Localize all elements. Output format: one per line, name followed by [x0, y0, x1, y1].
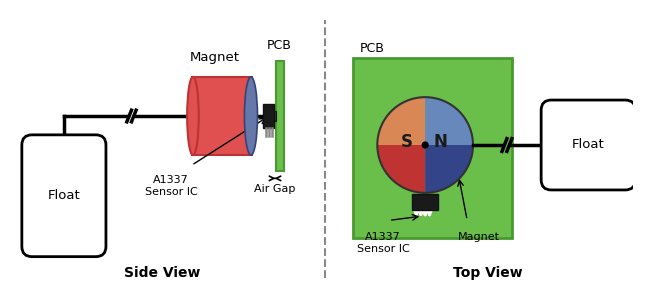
- FancyBboxPatch shape: [192, 77, 252, 155]
- Wedge shape: [377, 97, 425, 145]
- Wedge shape: [425, 97, 473, 145]
- Ellipse shape: [187, 77, 199, 155]
- Text: Air Gap: Air Gap: [254, 184, 296, 193]
- Text: Float: Float: [47, 189, 81, 202]
- Bar: [353, 58, 512, 238]
- Text: PCB: PCB: [360, 42, 385, 55]
- Text: Top View: Top View: [452, 266, 523, 280]
- Wedge shape: [377, 145, 425, 193]
- Text: Magnet: Magnet: [190, 51, 240, 64]
- Text: S: S: [401, 133, 413, 151]
- Wedge shape: [425, 145, 473, 193]
- Text: Float: Float: [572, 139, 604, 151]
- Circle shape: [422, 142, 428, 148]
- Bar: [412, 194, 438, 210]
- Bar: [263, 104, 274, 128]
- Bar: [272, 111, 276, 121]
- Bar: [276, 61, 283, 171]
- Text: A1337
Sensor IC: A1337 Sensor IC: [357, 232, 410, 253]
- Text: Magnet: Magnet: [458, 232, 500, 242]
- Text: PCB: PCB: [267, 39, 292, 52]
- Text: A1337
Sensor IC: A1337 Sensor IC: [145, 175, 198, 197]
- FancyBboxPatch shape: [541, 100, 636, 190]
- FancyBboxPatch shape: [22, 135, 106, 257]
- Text: Side View: Side View: [124, 266, 201, 280]
- Ellipse shape: [244, 77, 257, 155]
- Text: N: N: [434, 133, 447, 151]
